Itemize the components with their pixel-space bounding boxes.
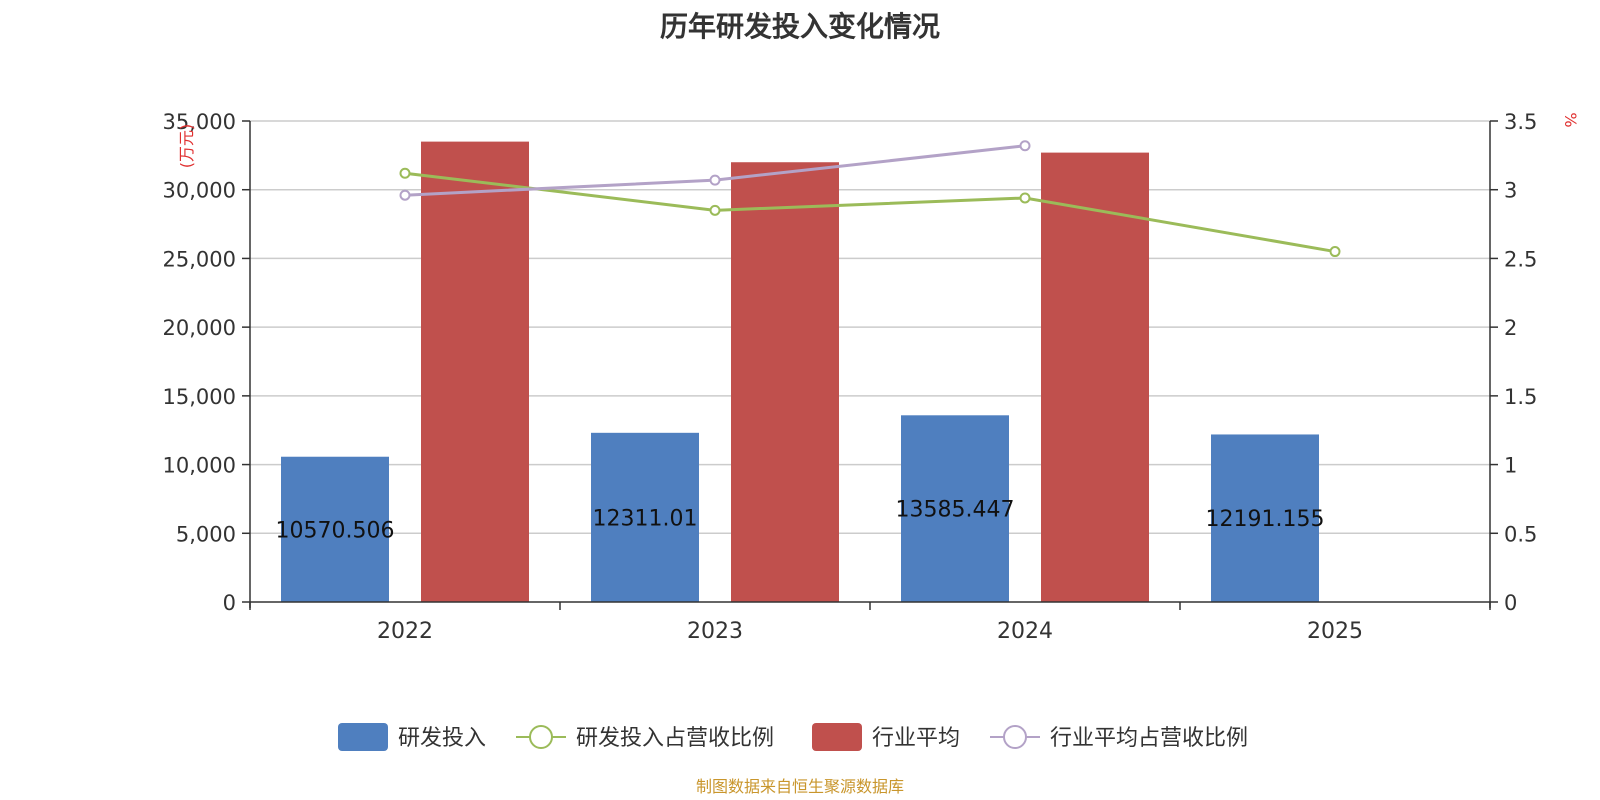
legend: 研发投入 研发投入占营收比例 行业平均 行业平均占营收比例 <box>338 723 1248 751</box>
left-axis-tick-label: 25,000 <box>163 247 236 271</box>
left-axis-tick-label: 35,000 <box>163 110 236 134</box>
x-axis-tick-label: 2022 <box>377 619 433 644</box>
axes: 0 5,000 10,000 15,000 20,000 25,000 30,000 35,0… <box>163 110 1538 644</box>
chart-title: 历年研发投入变化情况 <box>660 10 940 43</box>
left-axis-tick-label: 30,000 <box>163 179 236 203</box>
bars <box>281 141 1319 602</box>
line-point <box>399 167 411 179</box>
legend-swatch-marker <box>529 725 553 749</box>
bar-data-label: 13585.447 <box>896 498 1015 523</box>
line-point <box>1329 246 1341 258</box>
legend-swatch <box>812 723 862 751</box>
right-axis-tick-label: 0.5 <box>1504 522 1537 546</box>
bar-rd <box>281 456 389 602</box>
bar-industry <box>421 141 529 602</box>
legend-label: 研发投入 <box>398 726 486 751</box>
left-axis-tick-label: 15,000 <box>163 385 236 409</box>
legend-swatch-marker <box>1003 725 1027 749</box>
right-axis-tick-label: 1 <box>1504 454 1517 478</box>
line-point <box>709 204 721 216</box>
left-axis-tick-label: 20,000 <box>163 316 236 340</box>
legend-label: 研发投入占营收比例 <box>576 726 774 751</box>
left-axis-tick-label: 0 <box>223 591 236 615</box>
x-axis-tick-label: 2024 <box>997 619 1053 644</box>
series-lines <box>399 140 1341 258</box>
bar-rd <box>901 415 1009 602</box>
right-axis-unit: % <box>1561 112 1580 127</box>
legend-label: 行业平均占营收比例 <box>1050 726 1248 751</box>
line-point <box>1019 140 1031 152</box>
line-series-1 <box>404 171 1336 254</box>
bar-rd <box>591 432 699 602</box>
left-axis-tick-label: 10,000 <box>163 454 236 478</box>
right-axis-tick-label: 0 <box>1504 591 1517 615</box>
left-axis-unit: (万元) <box>177 124 196 169</box>
x-axis-tick-label: 2025 <box>1307 619 1363 644</box>
bar-data-label: 12311.01 <box>593 506 698 531</box>
bar-data-label: 10570.506 <box>276 518 395 543</box>
legend-label: 行业平均 <box>872 726 960 751</box>
line-point <box>1019 192 1031 204</box>
left-axis-tick-label: 5,000 <box>176 522 236 546</box>
right-axis-tick-label: 3 <box>1504 179 1517 203</box>
x-axis-tick-label: 2023 <box>687 619 743 644</box>
line-point <box>399 189 411 201</box>
bar-industry <box>1041 152 1149 602</box>
right-axis-tick-label: 1.5 <box>1504 385 1537 409</box>
right-axis-tick-label: 2 <box>1504 316 1517 340</box>
data-labels: 10570.506 12311.01 13585.447 12191.155 <box>276 498 1325 544</box>
legend-swatch <box>338 723 388 751</box>
source-note: 制图数据来自恒生聚源数据库 <box>696 777 904 796</box>
right-axis-tick-label: 2.5 <box>1504 247 1537 271</box>
right-axis-tick-label: 3.5 <box>1504 110 1537 134</box>
bar-data-label: 12191.155 <box>1206 507 1325 532</box>
line-point <box>709 174 721 186</box>
bar-industry <box>731 162 839 602</box>
bar-rd <box>1211 434 1319 602</box>
